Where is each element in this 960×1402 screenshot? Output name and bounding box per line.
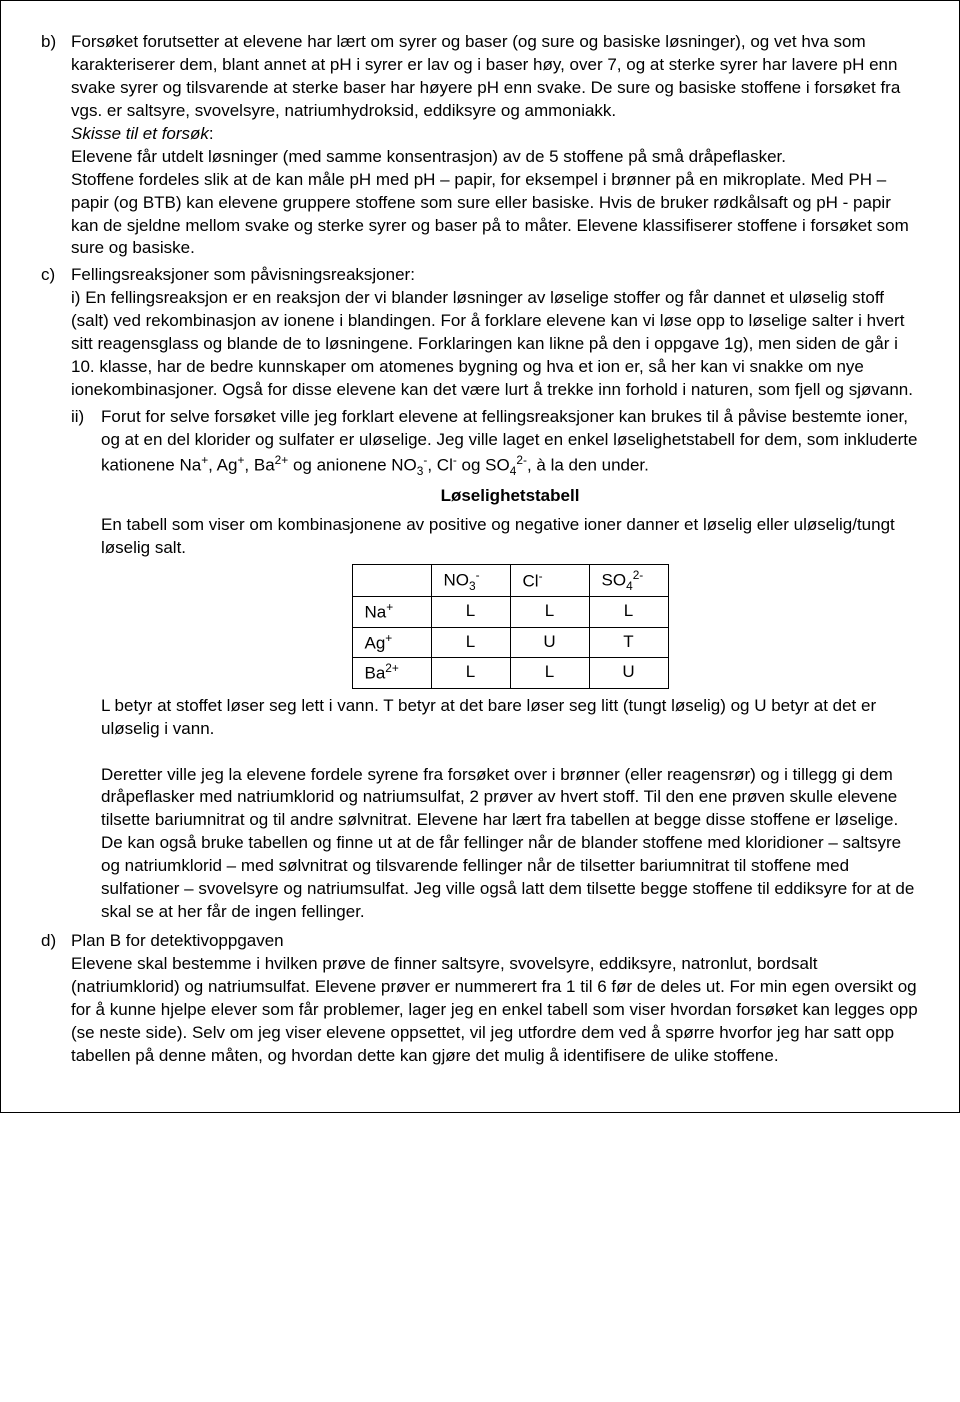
table-cell: L — [431, 627, 510, 658]
b-skisse-label: Skisse til et forsøk — [71, 124, 209, 143]
c-ii-f: og SO — [457, 456, 510, 475]
item-b: b) Forsøket forutsetter at elevene har l… — [41, 31, 919, 260]
table-row: Ba2+ L L U — [352, 658, 668, 689]
table-header-so4: SO42- — [589, 564, 668, 596]
table-header-no3: NO3- — [431, 564, 510, 596]
c-i-text: En fellingsreaksjon er en reaksjon der v… — [71, 288, 913, 399]
b-paragraph-3: Stoffene fordeles slik at de kan måle pH… — [71, 170, 909, 258]
body-c: Fellingsreaksjoner som påvisningsreaksjo… — [71, 264, 919, 924]
solubility-table-title: Løselighetstabell — [101, 485, 919, 508]
table-cell: U — [510, 627, 589, 658]
c-ii-body: Forut for selve forsøket ville jeg forkl… — [101, 406, 919, 924]
c-after-paragraph: Deretter ville jeg la elevene fordele sy… — [101, 764, 919, 925]
item-d: d) Plan B for detektivoppgaven Elevene s… — [41, 930, 919, 1068]
table-cell: T — [589, 627, 668, 658]
table-row: Na+ L L L — [352, 596, 668, 627]
table-cell-blank — [352, 564, 431, 596]
table-row-ag: Ag+ — [352, 627, 431, 658]
table-cell: L — [510, 596, 589, 627]
b-colon: : — [209, 124, 214, 143]
solubility-table-intro: En tabell som viser om kombinasjonene av… — [101, 514, 919, 560]
marker-b: b) — [41, 31, 71, 260]
solubility-table: NO3- Cl- SO42- Na+ L L L Ag+ L U T — [352, 564, 669, 689]
c-i-marker: i) — [71, 288, 80, 307]
item-c: c) Fellingsreaksjoner som påvisningsreak… — [41, 264, 919, 924]
marker-c: c) — [41, 264, 71, 924]
table-row-na: Na+ — [352, 596, 431, 627]
c-ii-g: , à la den under. — [527, 456, 649, 475]
c-ii: ii) Forut for selve forsøket ville jeg f… — [71, 406, 919, 924]
b-paragraph-2: Elevene får utdelt løsninger (med samme … — [71, 147, 786, 166]
table-row: NO3- Cl- SO42- — [352, 564, 668, 596]
table-cell: L — [510, 658, 589, 689]
c-ii-c: , Ba — [244, 456, 274, 475]
d-title: Plan B for detektivoppgaven — [71, 931, 284, 950]
table-cell: L — [431, 658, 510, 689]
table-cell: L — [431, 596, 510, 627]
c-ii-marker: ii) — [71, 406, 101, 924]
b-paragraph-1: Forsøket forutsetter at elevene har lært… — [71, 32, 900, 120]
marker-d: d) — [41, 930, 71, 1068]
table-cell: U — [589, 658, 668, 689]
d-text: Elevene skal bestemme i hvilken prøve de… — [71, 954, 918, 1065]
table-cell: L — [589, 596, 668, 627]
c-title: Fellingsreaksjoner som påvisningsreaksjo… — [71, 265, 415, 284]
table-header-cl: Cl- — [510, 564, 589, 596]
c-ii-e: , Cl — [427, 456, 453, 475]
c-ii-d: og anionene NO — [288, 456, 417, 475]
solubility-legend: L betyr at stoffet løser seg lett i vann… — [101, 695, 919, 741]
table-row: Ag+ L U T — [352, 627, 668, 658]
table-row-ba: Ba2+ — [352, 658, 431, 689]
body-b: Forsøket forutsetter at elevene har lært… — [71, 31, 919, 260]
body-d: Plan B for detektivoppgaven Elevene skal… — [71, 930, 919, 1068]
c-ii-b: , Ag — [208, 456, 237, 475]
